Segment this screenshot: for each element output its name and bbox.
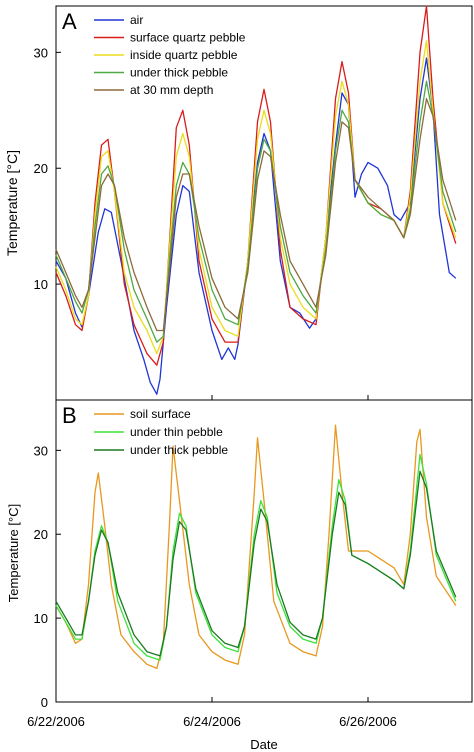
panel-b: B Temperature [°C] 0 10 20 30 6/22/2006 6/24… bbox=[6, 399, 473, 729]
panel-a-x-ticks bbox=[55, 395, 369, 400]
xtick-label: 6/24/2006 bbox=[183, 714, 241, 729]
panel-a-series-line-4 bbox=[55, 80, 457, 343]
panel-a-ylabel: Temperature [°C] bbox=[4, 150, 20, 256]
legend-label: soil surface bbox=[130, 407, 191, 421]
panel-b-series-line-1 bbox=[55, 424, 457, 670]
panel-b-series-line-2 bbox=[55, 453, 457, 661]
legend-label: air bbox=[130, 13, 143, 27]
panel-a-ytick-label: 10 bbox=[34, 277, 48, 292]
panel-b-y-ticks: 0 10 20 30 bbox=[34, 443, 61, 710]
panel-b-ytick-label: 20 bbox=[34, 527, 48, 542]
panel-b-ytick-label: 10 bbox=[34, 611, 48, 626]
panel-a-series-line-5 bbox=[55, 98, 457, 332]
panel-b-ytick-label: 0 bbox=[41, 695, 48, 710]
panel-b-series-line-3 bbox=[55, 470, 457, 657]
x-axis-label: Date bbox=[250, 737, 277, 752]
legend-label: at 30 mm depth bbox=[130, 83, 213, 97]
legend-label: under thick pebble bbox=[130, 66, 228, 80]
panel-b-ylabel: Temperature [°C] bbox=[6, 504, 21, 602]
legend-label: inside quartz pebble bbox=[130, 48, 238, 62]
panel-a: A Temperature [°C] 10 20 30 air surface qua… bbox=[4, 5, 473, 401]
xtick-label: 6/22/2006 bbox=[27, 714, 85, 729]
panel-a-y-ticks: 10 20 30 bbox=[34, 45, 61, 292]
panel-a-series-line-1 bbox=[55, 57, 457, 395]
panel-b-series bbox=[55, 424, 457, 670]
panel-b-legend: soil surface under thin pebble under thick… bbox=[94, 407, 228, 457]
legend-label: surface quartz pebble bbox=[130, 31, 246, 45]
panel-b-frame bbox=[55, 399, 473, 703]
panel-a-series bbox=[55, 5, 457, 395]
panel-a-ytick-label: 20 bbox=[34, 161, 48, 176]
xtick-label: 6/26/2006 bbox=[339, 714, 397, 729]
legend-label: under thick pebble bbox=[130, 443, 228, 457]
panel-a-ytick-label: 30 bbox=[34, 45, 48, 60]
panel-b-ytick-label: 30 bbox=[34, 443, 48, 458]
panel-a-legend: air surface quartz pebble inside quartz pe… bbox=[94, 13, 246, 97]
panel-b-x-ticks: 6/22/2006 6/24/2006 6/26/2006 bbox=[27, 697, 397, 729]
panel-b-letter: B bbox=[62, 403, 77, 428]
legend-label: under thin pebble bbox=[130, 425, 223, 439]
panel-a-letter: A bbox=[62, 9, 77, 34]
